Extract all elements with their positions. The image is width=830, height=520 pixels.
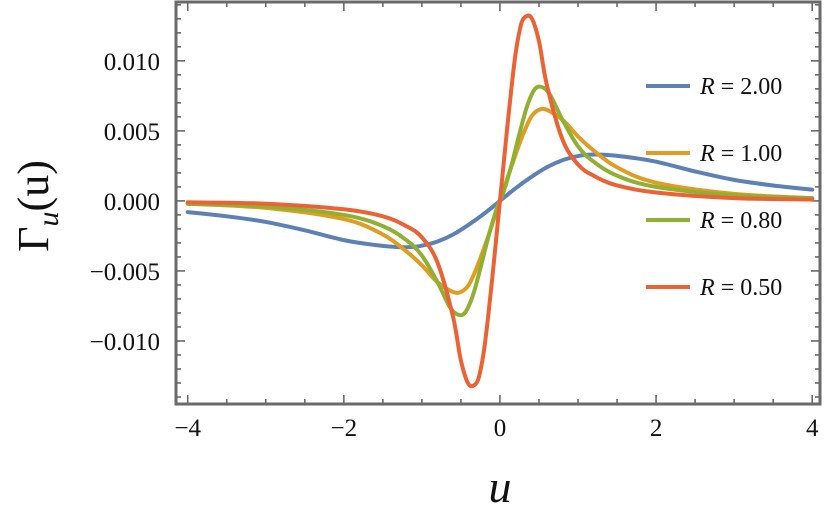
y-tick-label: −0.010 <box>90 329 160 356</box>
legend-label-value: = 0.50 <box>721 275 783 301</box>
legend-label-variable: R <box>699 208 715 234</box>
x-tick-label: −2 <box>331 415 358 442</box>
legend-label-variable: R <box>699 74 715 100</box>
y-tick-label: 0.000 <box>104 189 160 216</box>
legend-label-variable: R <box>699 275 715 301</box>
y-tick-label: 0.010 <box>104 49 160 76</box>
legend-label: R = 2.00 <box>699 74 782 100</box>
legend-label: R = 1.00 <box>699 141 782 167</box>
svg-text:Γu(u): Γu(u) <box>9 160 65 252</box>
y-tick-label: 0.005 <box>104 119 160 146</box>
y-axis-label-base: Γ <box>9 226 58 251</box>
y-axis-label: Γu(u) <box>9 160 65 252</box>
legend-label: R = 0.50 <box>699 275 782 301</box>
x-axis-label: u <box>489 461 512 512</box>
legend-label-value: = 0.80 <box>721 208 783 234</box>
x-tick-label: −4 <box>174 415 201 442</box>
legend-label-value: = 2.00 <box>721 74 783 100</box>
legend-label: R = 0.80 <box>699 208 782 234</box>
series-line-4 <box>185 13 815 389</box>
x-tick-label: 2 <box>650 415 663 442</box>
y-axis-label-argument: (u) <box>9 160 58 211</box>
y-tick-label: −0.005 <box>90 259 160 286</box>
legend-label-variable: R <box>699 141 715 167</box>
legend-label-value: = 1.00 <box>721 141 783 167</box>
y-axis-label-subscript: u <box>32 211 65 226</box>
plot-frame <box>174 0 822 406</box>
x-tick-label: 0 <box>494 415 507 442</box>
x-tick-label: 4 <box>806 415 819 442</box>
